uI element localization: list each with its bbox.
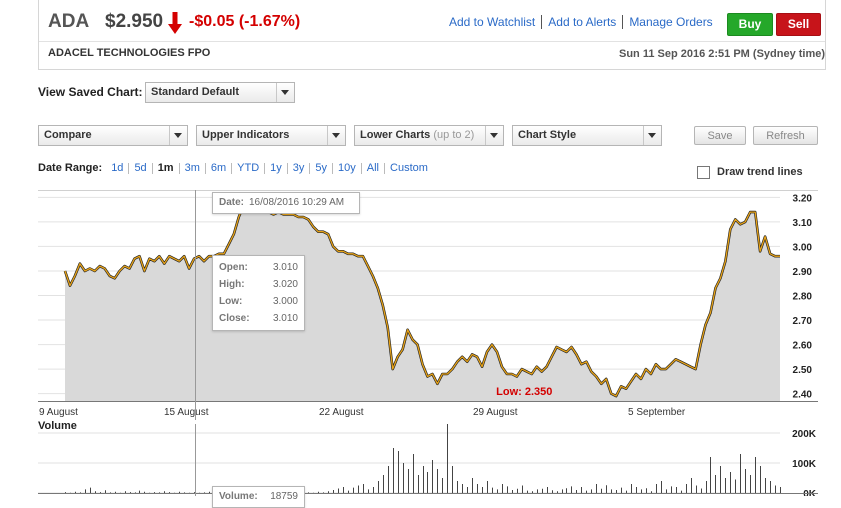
volume-tick-label: 100K [792,459,817,470]
y-tick-label: 3.00 [793,242,813,253]
lower-charts-hint: (up to 2) [433,129,475,141]
range-all[interactable]: All [362,162,386,174]
tooltip-low-value: 3.000 [272,296,298,307]
range-1d[interactable]: 1d [106,162,130,174]
tooltip-high-label: High: [219,279,245,290]
add-to-watchlist-link[interactable]: Add to Watchlist [449,15,543,29]
y-tick-label: 3.20 [793,193,813,204]
header-divider [39,41,825,42]
tooltip-date-value: 16/08/2016 10:29 AM [249,197,345,208]
tooltip-open-label: Open: [219,262,248,273]
date-tooltip: Date: 16/08/2016 10:29 AM [212,192,360,214]
draw-trend-lines-label: Draw trend lines [717,166,803,178]
compare-select[interactable]: Compare [38,125,188,146]
chevron-down-icon [485,126,503,145]
low-label: Low: 2.350 [496,386,552,398]
quote-datetime: Sun 11 Sep 2016 2:51 PM (Sydney time) [619,48,826,60]
ohlc-tooltip: Open: 3.010 High: 3.020 Low: 3.000 Close… [212,255,305,331]
price-line [64,194,780,397]
lower-charts-select[interactable]: Lower Charts (up to 2) [354,125,504,146]
tooltip-high-value: 3.020 [272,279,298,290]
range-3m[interactable]: 3m [180,162,206,174]
range-custom[interactable]: Custom [390,161,428,174]
compare-label: Compare [44,129,92,141]
saved-chart-select[interactable]: Standard Default [145,82,295,103]
upper-indicators-label: Upper Indicators [202,129,290,141]
saved-chart-label: View Saved Chart: [38,85,143,99]
last-price: $2.950 [105,11,164,32]
x-tick-label: 5 September [628,407,686,418]
company-name: ADACEL TECHNOLOGIES FPO [48,47,211,59]
quote-actions: Add to Watchlist Add to Alerts Manage Or… [449,15,719,29]
range-6m[interactable]: 6m [206,162,233,174]
manage-orders-link[interactable]: Manage Orders [629,15,713,29]
chevron-down-icon [327,126,345,145]
saved-chart-value: Standard Default [151,86,240,98]
price-chart[interactable]: 3.20 3.10 3.00 2.90 2.80 2.70 2.60 2.50 2.40 Low:… [38,190,818,420]
y-tick-label: 2.80 [793,292,813,303]
x-tick-label: 9 August [39,407,78,418]
tooltip-volume-label: Volume: [219,491,258,502]
y-tick-label: 2.50 [793,365,813,376]
tooltip-volume-value: 18759 [270,491,298,502]
range-1y[interactable]: 1y [265,162,288,174]
chevron-down-icon [169,126,187,145]
date-range-label: Date Range: [38,162,103,174]
lower-charts-label: Lower Charts [360,129,431,141]
refresh-button[interactable]: Refresh [753,126,818,145]
volume-tick-label: 200K [792,429,817,440]
y-tick-label: 2.40 [793,390,813,401]
y-tick-label: 2.90 [793,267,813,278]
chevron-down-icon [276,83,294,102]
tooltip-open-value: 3.010 [272,262,298,273]
volume-tick-label: 0K [803,489,817,496]
x-tick-label: 15 August [164,407,209,418]
chart-style-select[interactable]: Chart Style [512,125,662,146]
save-button[interactable]: Save [694,126,746,145]
buy-button[interactable]: Buy [727,13,773,36]
tooltip-low-label: Low: [219,296,243,307]
x-tick-label: 29 August [473,407,518,418]
date-range: Date Range: 1d 5d 1m 3m 6m YTD 1y 3y 5y … [38,162,433,174]
volume-title: Volume [38,420,77,432]
range-ytd[interactable]: YTD [232,162,266,174]
ticker-symbol: ADA [48,11,90,32]
range-1m[interactable]: 1m [153,162,180,174]
price-change: -$0.05 (-1.67%) [189,13,301,30]
y-tick-label: 2.70 [793,316,813,327]
price-area [65,194,780,401]
y-tick-label: 2.60 [793,341,813,352]
upper-indicators-select[interactable]: Upper Indicators [196,125,346,146]
add-to-alerts-link[interactable]: Add to Alerts [542,15,624,29]
tooltip-close-value: 3.010 [272,313,298,324]
tooltip-date-label: Date: [219,197,245,208]
chevron-down-icon [643,126,661,145]
chart-style-label: Chart Style [518,129,577,141]
draw-trend-lines-checkbox[interactable] [697,166,710,179]
y-tick-label: 3.10 [793,218,813,229]
down-arrow-icon [168,12,182,34]
volume-tooltip: Volume: 18759 [212,486,305,508]
quote-header [38,0,826,70]
x-tick-label: 22 August [319,407,364,418]
tooltip-close-label: Close: [219,313,250,324]
sell-button[interactable]: Sell [776,13,821,36]
range-5d[interactable]: 5d [129,162,153,174]
range-5y[interactable]: 5y [310,162,334,174]
volume-chart[interactable]: 200K 100K 0K [38,424,818,496]
range-10y[interactable]: 10y [333,162,362,174]
range-3y[interactable]: 3y [288,162,311,174]
